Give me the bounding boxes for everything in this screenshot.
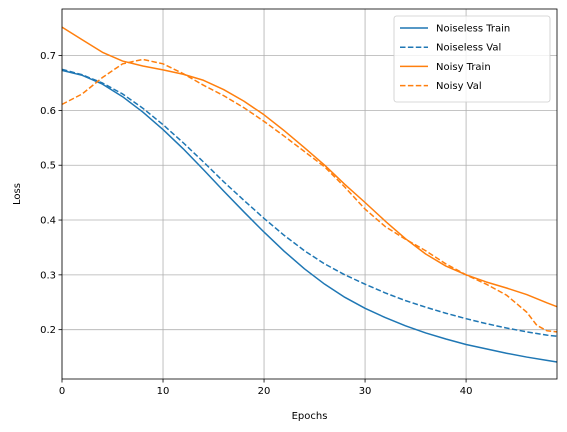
y-tick-label: 0.7 [40, 51, 56, 62]
x-tick-label: 40 [460, 386, 473, 397]
series-line-noisy-train [61, 26, 558, 308]
x-tick-label: 20 [258, 386, 271, 397]
y-tick-label: 0.4 [40, 216, 56, 227]
y-tick-label: 0.6 [40, 106, 56, 117]
legend-label-noisy-train: Noisy Train [436, 62, 491, 73]
series-line-noiseless-train [61, 69, 558, 363]
y-tick-label: 0.2 [40, 325, 56, 336]
x-tick-label: 0 [59, 386, 65, 397]
series-line-noiseless-val [61, 68, 558, 337]
legend-label-noisy-val: Noisy Val [436, 81, 482, 92]
legend-label-noiseless-train: Noiseless Train [436, 24, 510, 35]
legend-box [393, 15, 551, 103]
y-tick-label: 0.3 [40, 270, 56, 281]
legend: Noiseless Train Noiseless Val Noisy Train N… [393, 15, 551, 103]
axis-ticks: 0 10 20 30 40 0.2 0.3 0.4 0.5 0.6 0.7 [40, 51, 472, 397]
x-axis-label: Epochs [292, 411, 328, 422]
legend-label-noiseless-val: Noiseless Val [436, 43, 501, 54]
x-tick-label: 30 [359, 386, 372, 397]
series-line-noisy-val [61, 58, 558, 333]
series-lines [61, 26, 558, 363]
y-axis-label: Loss [12, 183, 23, 205]
plot-frame [61, 8, 558, 380]
y-tick-label: 0.5 [40, 161, 56, 172]
x-tick-label: 10 [157, 386, 170, 397]
